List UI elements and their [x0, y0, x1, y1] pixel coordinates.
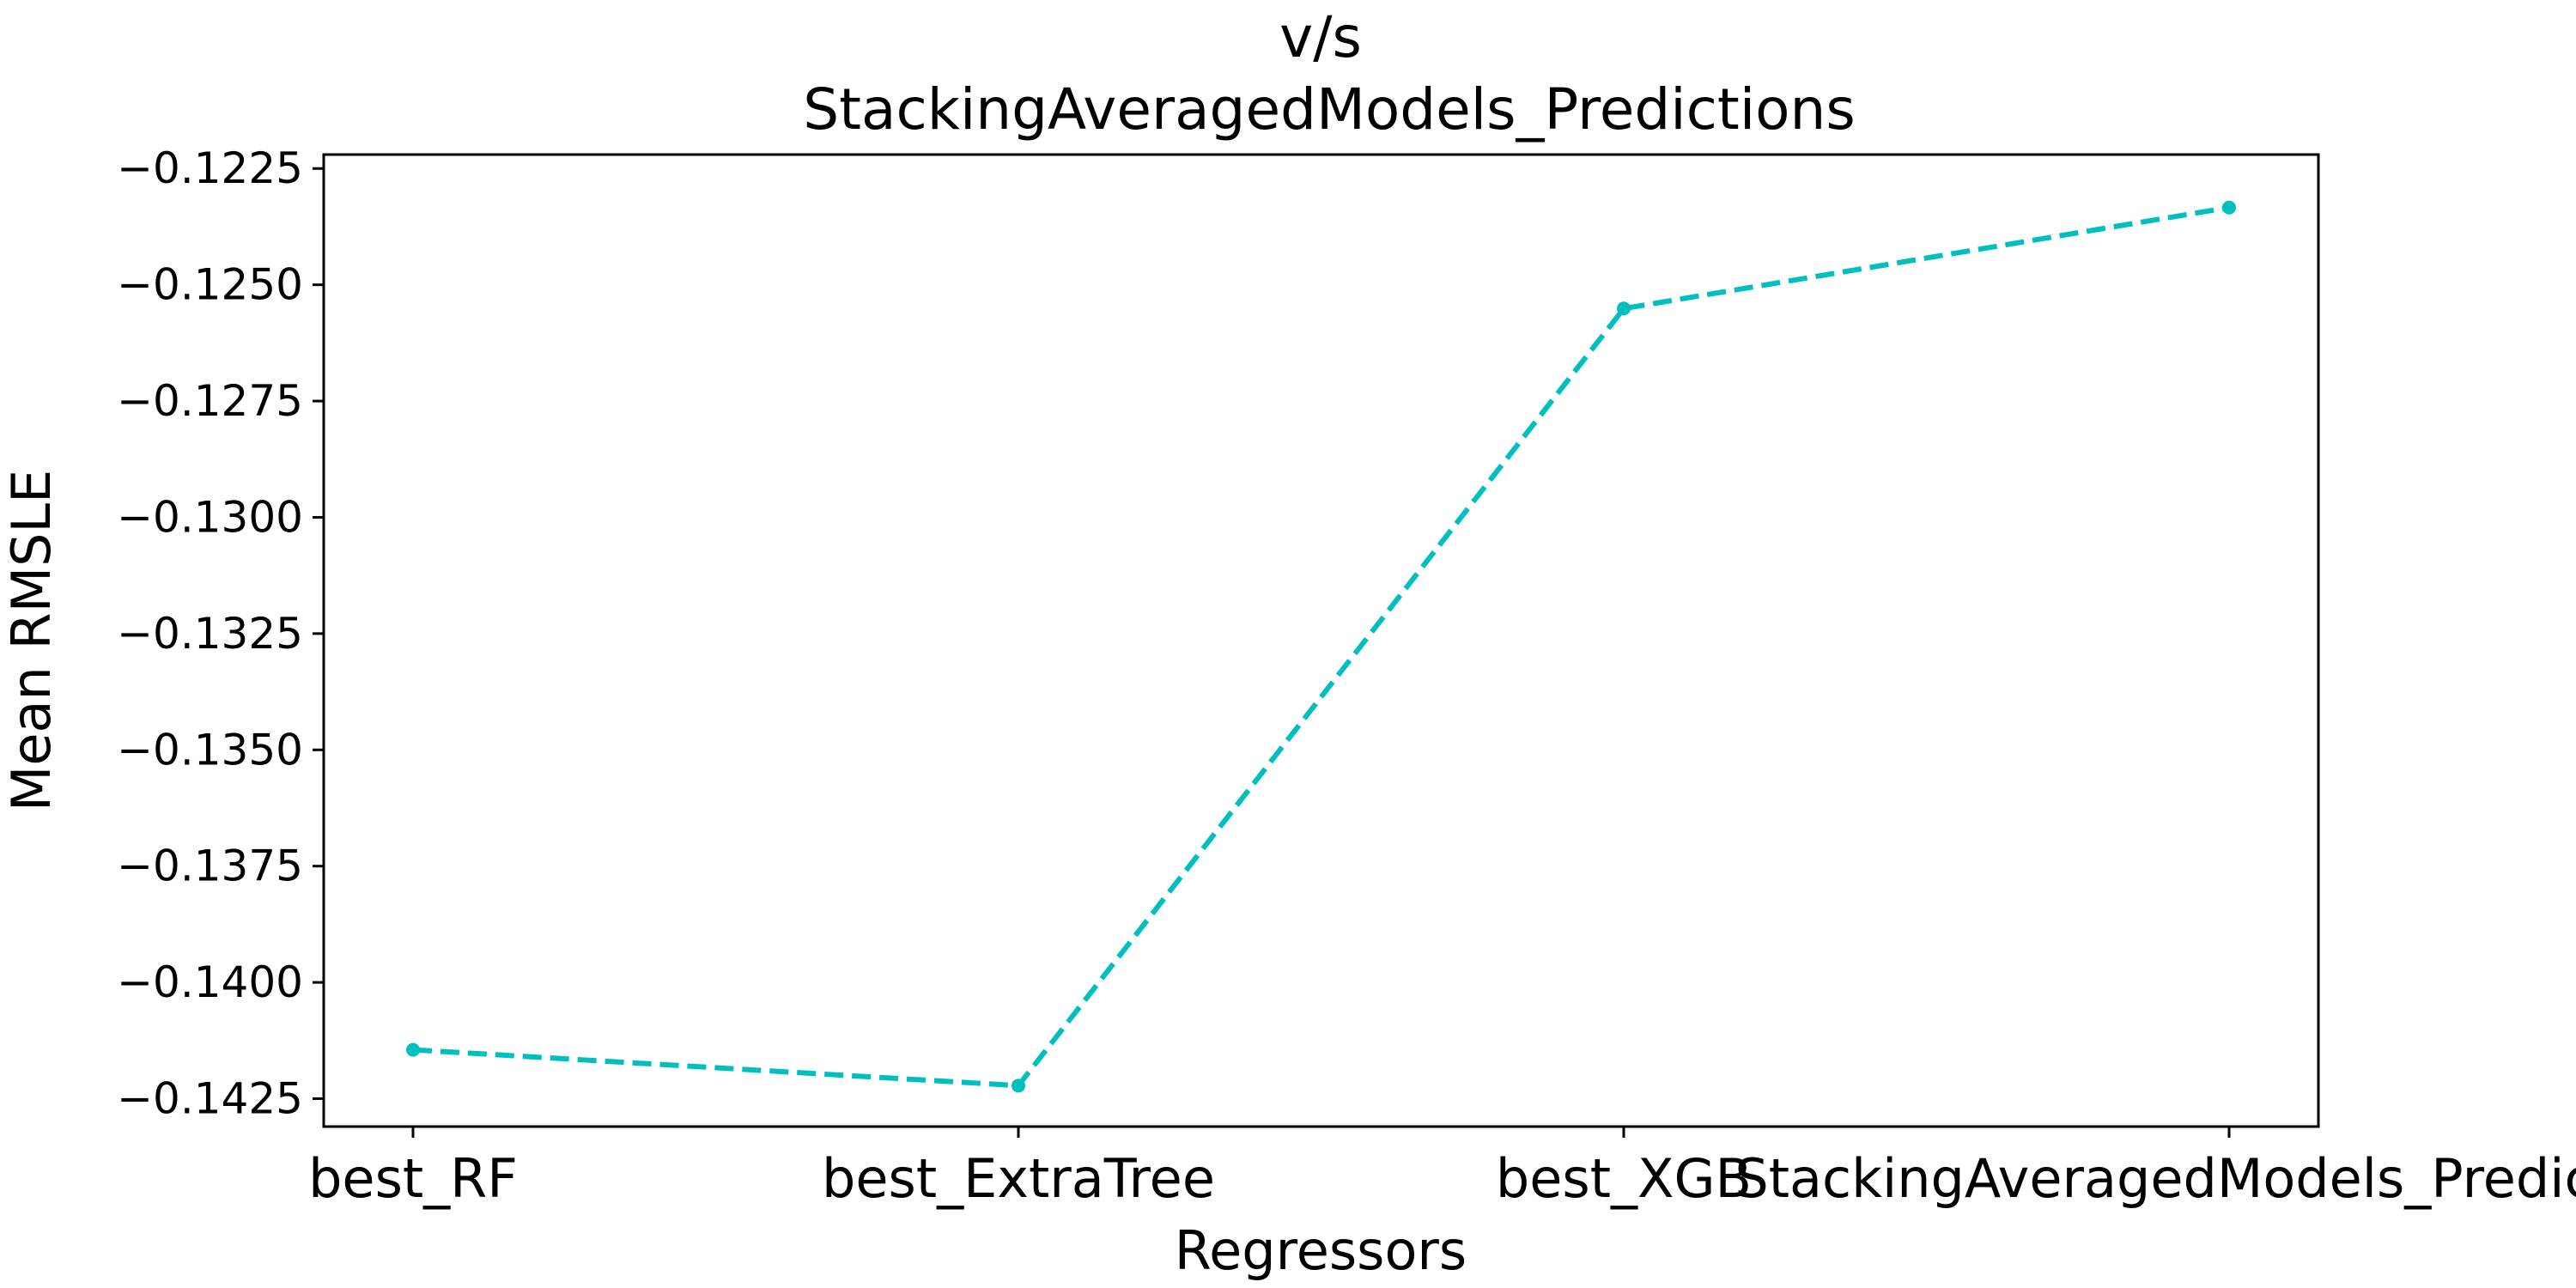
series-line [412, 204, 2230, 1089]
y-tick-label: −0.1400 [117, 957, 303, 1007]
y-tick-label: −0.1425 [117, 1074, 303, 1124]
x-tick-label: best_XGB [1496, 1147, 1752, 1210]
y-tick-label: −0.1300 [117, 492, 303, 542]
data-point [1617, 301, 1631, 316]
x-axis: best_RF best_ExtraTree best_XGBStackingAve… [308, 1127, 2576, 1210]
y-tick-label: −0.1375 [117, 841, 303, 891]
x-tick-label: best_RF [308, 1147, 518, 1210]
series-group [406, 200, 2236, 1093]
y-axis: −0.1425 −0.1400 −0.1375 −0.1350 −0.1325 −0.13… [117, 143, 324, 1124]
data-point [1012, 1078, 1025, 1093]
data-point [406, 1042, 420, 1057]
y-tick-label: −0.1250 [117, 260, 303, 310]
y-axis-label: Mean RMSLE [0, 470, 63, 811]
y-tick-label: −0.1350 [117, 725, 303, 775]
y-tick-label: −0.1325 [117, 609, 303, 659]
chart-title-line-1: v/s [1279, 4, 1362, 70]
y-tick-label: −0.1275 [117, 376, 303, 426]
x-tick-label: StackingAveragedModels_Predictions [1735, 1147, 2576, 1210]
x-axis-label: Regressors [1175, 1219, 1467, 1282]
chart-title-line-2: StackingAveragedModels_Predictions [803, 76, 1856, 143]
plot-area-frame [322, 153, 2320, 1128]
data-point [2222, 200, 2236, 215]
y-tick-label: −0.1225 [117, 143, 303, 193]
x-tick-label: best_ExtraTree [822, 1147, 1215, 1210]
